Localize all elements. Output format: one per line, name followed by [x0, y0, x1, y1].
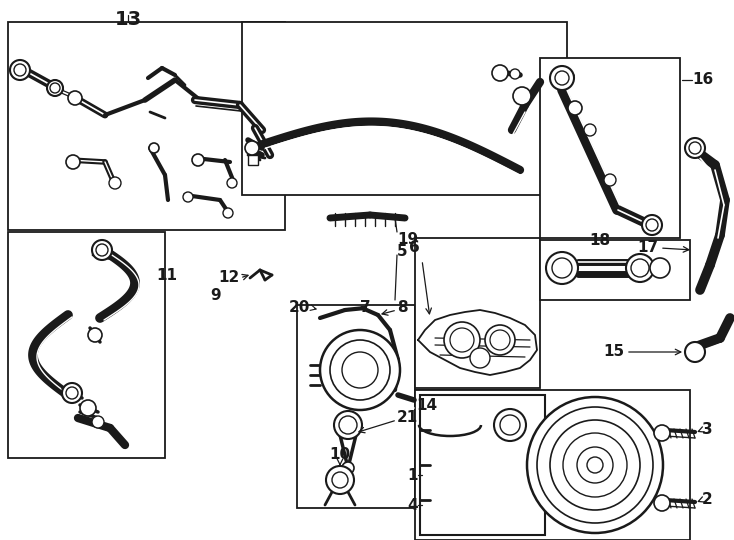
Circle shape: [245, 141, 259, 155]
Circle shape: [342, 462, 354, 474]
Text: 15: 15: [603, 345, 624, 360]
Text: 4: 4: [407, 497, 418, 512]
Circle shape: [66, 387, 78, 399]
Circle shape: [470, 348, 490, 368]
Circle shape: [552, 258, 572, 278]
Text: 11: 11: [156, 267, 177, 282]
Circle shape: [568, 101, 582, 115]
Bar: [415, 390, 540, 460]
Circle shape: [450, 328, 474, 352]
Bar: [8, 232, 165, 458]
Text: 10: 10: [330, 447, 351, 462]
Text: 9: 9: [210, 287, 221, 302]
Circle shape: [626, 254, 654, 282]
Circle shape: [485, 325, 515, 355]
Circle shape: [654, 495, 670, 511]
Circle shape: [550, 66, 574, 90]
Bar: [415, 390, 690, 540]
Circle shape: [685, 138, 705, 158]
Circle shape: [62, 383, 82, 403]
Circle shape: [342, 352, 378, 388]
Bar: [540, 240, 690, 300]
Circle shape: [527, 397, 663, 533]
Text: 3: 3: [702, 422, 713, 437]
Circle shape: [492, 65, 508, 81]
Circle shape: [685, 342, 705, 362]
Text: 6: 6: [410, 240, 420, 255]
Circle shape: [320, 330, 400, 410]
Circle shape: [92, 416, 104, 428]
Bar: [420, 395, 545, 535]
Circle shape: [642, 215, 662, 235]
Circle shape: [494, 409, 526, 441]
Bar: [242, 22, 567, 195]
Text: 13: 13: [115, 10, 142, 29]
Circle shape: [96, 244, 108, 256]
Circle shape: [227, 178, 237, 188]
Circle shape: [577, 447, 613, 483]
Circle shape: [47, 80, 63, 96]
Circle shape: [500, 415, 520, 435]
Circle shape: [88, 328, 102, 342]
Bar: [297, 305, 415, 508]
Circle shape: [14, 64, 26, 76]
Circle shape: [654, 425, 670, 441]
Circle shape: [510, 69, 520, 79]
Circle shape: [223, 208, 233, 218]
Circle shape: [330, 340, 390, 400]
Text: 20: 20: [288, 300, 310, 315]
Circle shape: [92, 240, 112, 260]
Circle shape: [650, 258, 670, 278]
Bar: [248, 155, 258, 165]
Bar: [415, 238, 540, 388]
Circle shape: [587, 457, 603, 473]
Circle shape: [444, 322, 480, 358]
Text: 7: 7: [360, 300, 371, 315]
Text: 14: 14: [416, 398, 437, 413]
Circle shape: [10, 60, 30, 80]
Circle shape: [563, 433, 627, 497]
Text: 21: 21: [397, 410, 418, 426]
Text: 17: 17: [637, 240, 658, 255]
Text: 19: 19: [397, 232, 418, 247]
Circle shape: [513, 87, 531, 105]
Circle shape: [192, 154, 204, 166]
Circle shape: [550, 420, 640, 510]
Bar: [8, 22, 285, 230]
Text: 12: 12: [219, 271, 240, 286]
Circle shape: [183, 192, 193, 202]
Circle shape: [66, 155, 80, 169]
Circle shape: [537, 407, 653, 523]
Circle shape: [80, 400, 96, 416]
Text: 5: 5: [397, 245, 407, 260]
Circle shape: [546, 252, 578, 284]
Circle shape: [334, 411, 362, 439]
Circle shape: [584, 124, 596, 136]
Circle shape: [332, 472, 348, 488]
Circle shape: [339, 416, 357, 434]
Text: 18: 18: [589, 233, 611, 248]
Text: 1: 1: [407, 468, 418, 483]
Circle shape: [109, 177, 121, 189]
Circle shape: [631, 259, 649, 277]
Circle shape: [604, 174, 616, 186]
Circle shape: [689, 142, 701, 154]
Circle shape: [490, 330, 510, 350]
Circle shape: [50, 83, 60, 93]
Circle shape: [68, 91, 82, 105]
Circle shape: [555, 71, 569, 85]
Text: 8: 8: [397, 300, 407, 315]
Circle shape: [149, 143, 159, 153]
Bar: [540, 58, 680, 238]
Text: 16: 16: [692, 72, 713, 87]
Text: 2: 2: [702, 492, 713, 508]
Circle shape: [646, 219, 658, 231]
Circle shape: [326, 466, 354, 494]
